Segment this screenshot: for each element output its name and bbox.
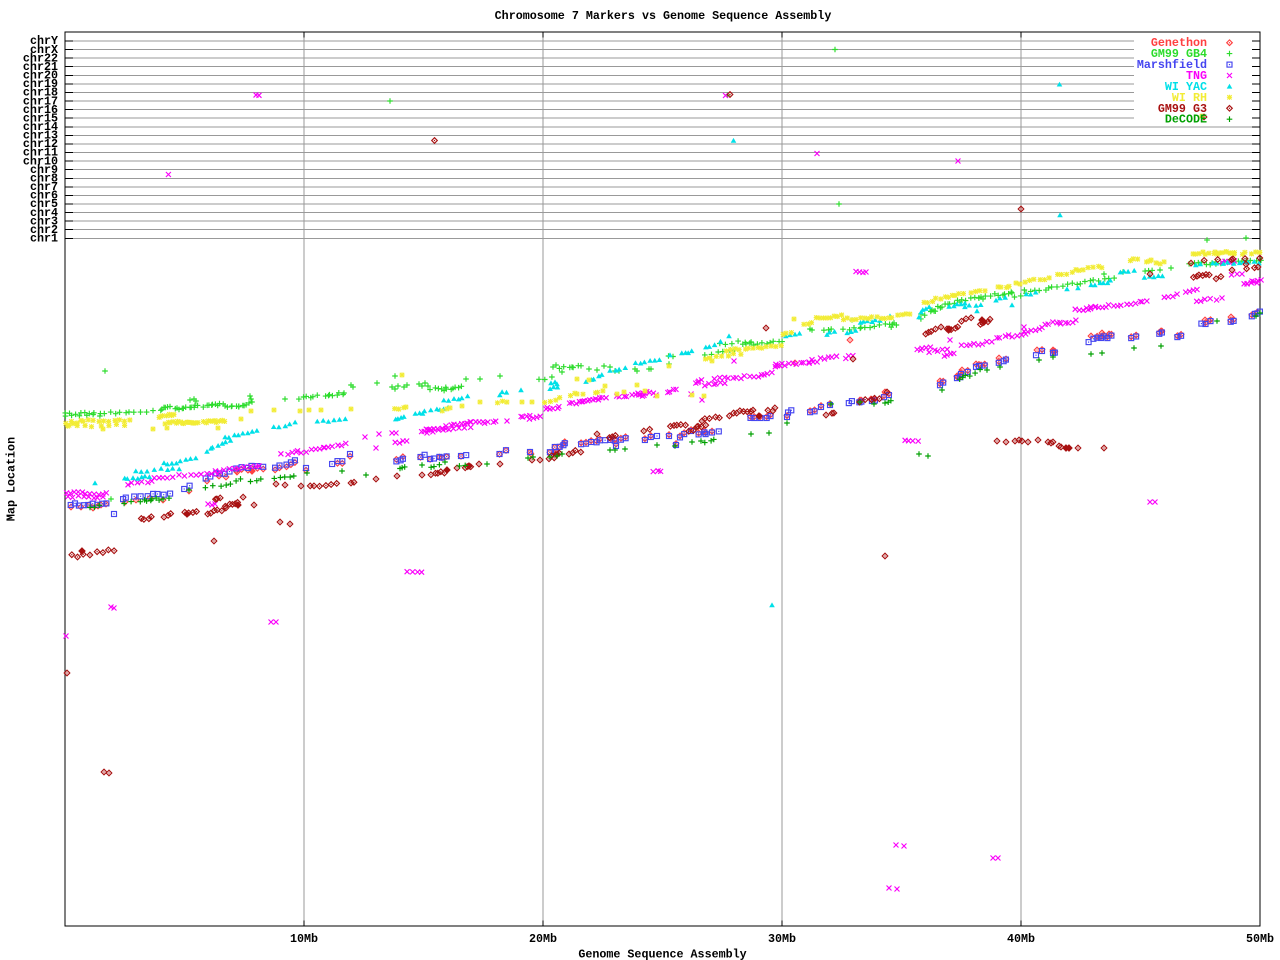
svg-text:chr5: chr5 — [30, 197, 58, 211]
svg-text:chr20: chr20 — [23, 69, 58, 83]
svg-text:chr7: chr7 — [30, 180, 58, 194]
svg-text:chr13: chr13 — [23, 129, 58, 143]
svg-text:chr2: chr2 — [30, 223, 58, 237]
svg-text:WI YAC: WI YAC — [1165, 80, 1207, 94]
svg-text:chr8: chr8 — [30, 172, 58, 186]
svg-text:chr21: chr21 — [23, 60, 58, 74]
svg-text:chr22: chr22 — [23, 51, 58, 65]
svg-text:chr1: chr1 — [30, 232, 58, 246]
svg-text:chr3: chr3 — [30, 214, 58, 228]
svg-text:Marshfield: Marshfield — [1137, 58, 1207, 72]
svg-text:20Mb: 20Mb — [529, 932, 557, 946]
svg-text:GM99 GB4: GM99 GB4 — [1151, 47, 1207, 61]
svg-text:Genome Sequence Assembly: Genome Sequence Assembly — [578, 948, 746, 960]
svg-text:Map Location: Map Location — [5, 437, 19, 521]
svg-text:DeCODE: DeCODE — [1165, 113, 1207, 127]
svg-text:chr11: chr11 — [23, 146, 58, 160]
svg-text:chr17: chr17 — [23, 94, 58, 108]
svg-text:GM99 G3: GM99 G3 — [1158, 102, 1207, 116]
svg-text:chrY: chrY — [30, 34, 58, 48]
svg-text:chr16: chr16 — [23, 103, 58, 117]
svg-text:chr12: chr12 — [23, 137, 58, 151]
svg-text:chr15: chr15 — [23, 111, 58, 125]
svg-text:Chromosome 7 Markers vs Genome: Chromosome 7 Markers vs Genome Sequence … — [495, 9, 832, 23]
svg-text:chr4: chr4 — [30, 206, 58, 220]
svg-text:WI RH: WI RH — [1172, 91, 1207, 105]
svg-text:chr14: chr14 — [23, 120, 58, 134]
svg-text:Genethon: Genethon — [1151, 36, 1207, 50]
svg-text:TNG: TNG — [1186, 69, 1207, 83]
svg-text:chr19: chr19 — [23, 77, 58, 91]
svg-text:chr10: chr10 — [23, 154, 58, 168]
svg-text:40Mb: 40Mb — [1007, 932, 1035, 946]
svg-text:30Mb: 30Mb — [768, 932, 796, 946]
svg-text:chrX: chrX — [30, 43, 59, 57]
svg-text:chr9: chr9 — [30, 163, 58, 177]
svg-text:chr18: chr18 — [23, 86, 58, 100]
svg-text:50Mb: 50Mb — [1246, 932, 1274, 946]
svg-text:chr6: chr6 — [30, 189, 58, 203]
svg-text:10Mb: 10Mb — [290, 932, 318, 946]
